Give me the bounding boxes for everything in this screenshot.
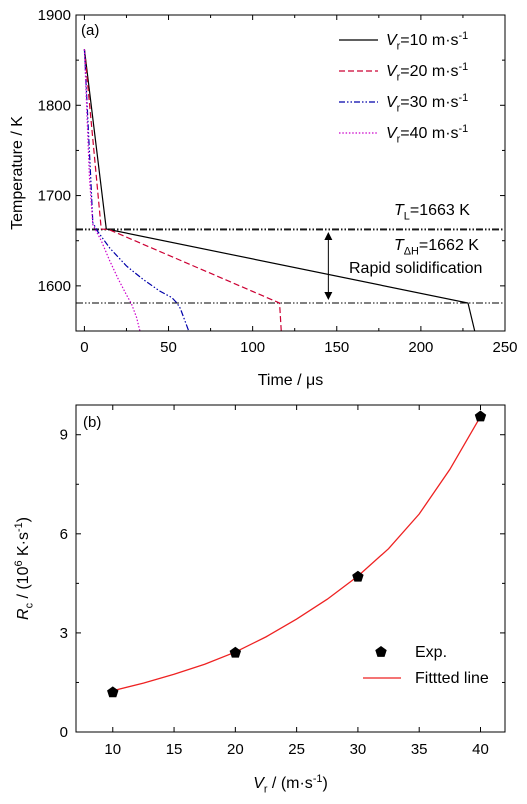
- legend-label-1: Vr=10 m·s-1: [386, 30, 468, 53]
- annotation-arrowhead-down: [324, 292, 333, 301]
- annotation-arrowhead-up: [324, 231, 333, 240]
- label-symbol: T: [394, 202, 405, 219]
- label-superscript: -1: [13, 522, 25, 532]
- x-tick-label: 20: [227, 741, 244, 758]
- y-tick-label: 1800: [38, 97, 71, 114]
- y-tick-label: 9: [60, 427, 68, 444]
- label-symbol: V: [386, 32, 398, 49]
- x-tick-label: 100: [240, 339, 265, 356]
- y-tick-label: 6: [60, 526, 68, 543]
- label-symbol: R: [15, 608, 32, 620]
- x-tick-label: 15: [166, 741, 183, 758]
- y-tick-label: 1700: [38, 188, 71, 205]
- label-text: =40 m·s: [400, 125, 458, 142]
- data-point: [229, 646, 242, 658]
- x-tick-label: 25: [288, 741, 305, 758]
- label-subscript: c: [23, 602, 35, 608]
- reference-label-tdh: TΔH=1662 K: [394, 237, 479, 257]
- panel-label: (a): [81, 22, 99, 39]
- label-superscript: 6: [13, 560, 25, 566]
- x-axis-label: Vr / (m·s-1): [253, 773, 328, 796]
- legend-label-exp: Exp.: [415, 644, 447, 661]
- annotation-label: Rapid solidification: [349, 260, 482, 277]
- y-tick-label: 3: [60, 625, 68, 642]
- label-superscript: -1: [459, 61, 469, 73]
- label-text: / (m·s: [267, 775, 312, 792]
- legend-marker-exp: [375, 646, 387, 657]
- label-subscript: r: [397, 40, 401, 52]
- x-axis-label: Time / μs: [258, 372, 324, 389]
- label-text: / (10: [15, 566, 32, 603]
- x-tick-label: 0: [80, 339, 88, 356]
- chart-a: 0 50 100 150 200 250 1600 1700 1800 1900 Time / μs…: [9, 7, 518, 389]
- plot-frame: [75, 404, 506, 733]
- label-superscript: -1: [459, 92, 469, 104]
- data-point: [107, 686, 119, 698]
- legend-label-3: Vr=30 m·s-1: [386, 92, 468, 115]
- x-tick-label: 50: [160, 339, 177, 356]
- label-subscript: ΔH: [404, 245, 419, 257]
- label-superscript: -1: [459, 123, 469, 135]
- x-tick-label: 150: [324, 339, 349, 356]
- x-tick-label: 250: [492, 339, 517, 356]
- legend-label-2: Vr=20 m·s-1: [386, 61, 468, 84]
- label-subscript: r: [397, 133, 401, 145]
- x-axis-label-text: Time /: [258, 372, 306, 389]
- series-line-2: [83, 49, 282, 331]
- label-symbol: V: [386, 94, 398, 111]
- label-text: =1663 K: [410, 202, 470, 219]
- x-tick-label: 35: [411, 741, 428, 758]
- label-tail: ): [15, 517, 32, 522]
- label-symbol: V: [253, 775, 265, 792]
- label-text: =10 m·s: [400, 32, 458, 49]
- label-subscript: r: [397, 102, 401, 114]
- x-tick-label: 200: [408, 339, 433, 356]
- series-line-1: [83, 49, 476, 331]
- x-tick-label: 10: [104, 741, 121, 758]
- legend-label-4: Vr=40 m·s-1: [386, 123, 468, 146]
- x-axis-label-unit: μs: [306, 372, 323, 389]
- label-symbol: V: [386, 63, 398, 80]
- x-tick-label: 40: [472, 741, 489, 758]
- legend-label-fit: Fittted line: [415, 670, 489, 687]
- y-tick-label: 1600: [38, 278, 71, 295]
- y-axis-label: Rc / (106 K·s-1): [13, 517, 36, 620]
- y-tick-label: 1900: [38, 7, 71, 24]
- data-point: [352, 570, 364, 582]
- series-line-4: [83, 49, 141, 331]
- label-superscript: -1: [313, 773, 323, 785]
- label-subscript: r: [397, 71, 401, 83]
- y-axis-label: Temperature / K: [9, 116, 26, 230]
- x-tick-label: 30: [350, 741, 367, 758]
- label-tail: ): [322, 775, 327, 792]
- label-text: =1662 K: [419, 237, 479, 254]
- y-tick-label: 0: [60, 724, 68, 741]
- label-symbol: T: [394, 237, 405, 254]
- series-line-3: [83, 49, 190, 331]
- fitted-line: [112, 416, 482, 692]
- label-text: =30 m·s: [400, 94, 458, 111]
- label-text: =20 m·s: [400, 63, 458, 80]
- label-subscript: L: [404, 210, 410, 222]
- label-text: K·s: [15, 532, 32, 560]
- reference-label-tl: TL=1663 K: [394, 202, 470, 222]
- label-symbol: V: [386, 125, 398, 142]
- data-point: [474, 410, 487, 422]
- label-superscript: -1: [459, 30, 469, 42]
- label-subscript: r: [264, 783, 268, 795]
- panel-label: (b): [83, 414, 101, 431]
- plot-frame: [75, 14, 506, 332]
